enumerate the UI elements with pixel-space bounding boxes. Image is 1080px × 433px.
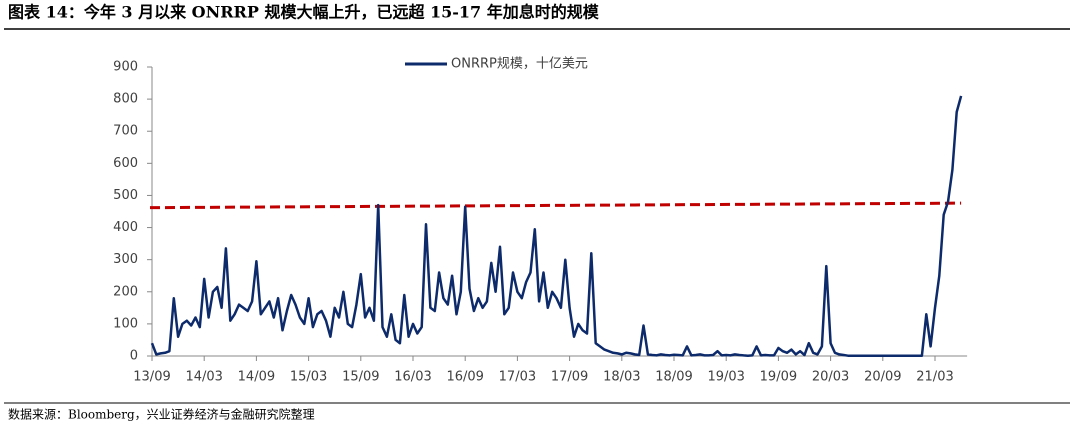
reference-line xyxy=(149,201,962,210)
chart-title: 图表 14：今年 3 月以来 ONRRP 规模大幅上升，已远超 15-17 年加… xyxy=(8,3,600,22)
data-line xyxy=(150,95,963,357)
y-tick-label: 500 xyxy=(113,188,138,203)
y-tick-label: 800 xyxy=(113,92,138,107)
y-tick-label: 100 xyxy=(113,316,138,331)
y-tick-label: 0 xyxy=(130,349,138,364)
x-tick-label: 17/03 xyxy=(499,370,536,385)
x-tick-label: 18/03 xyxy=(603,370,640,385)
x-tick-label: 18/09 xyxy=(655,370,692,385)
legend-label: ONRRP规模，十亿美元 xyxy=(451,57,588,72)
y-tick-label: 600 xyxy=(113,156,138,171)
x-tick-label: 20/03 xyxy=(812,370,849,385)
x-tick-label: 13/09 xyxy=(133,370,170,385)
y-tick-label: 400 xyxy=(113,220,138,235)
y-tick-label: 700 xyxy=(113,124,138,139)
x-tick-label: 16/09 xyxy=(446,370,483,385)
x-tick-label: 15/09 xyxy=(342,370,379,385)
x-tick-label: 17/09 xyxy=(551,370,588,385)
x-tick-label: 14/09 xyxy=(238,370,275,385)
y-tick-label: 200 xyxy=(113,284,138,299)
x-tick-label: 19/03 xyxy=(707,370,744,385)
x-tick-label: 19/09 xyxy=(760,370,797,385)
x-tick-label: 20/09 xyxy=(864,370,901,385)
x-tick-label: 16/03 xyxy=(394,370,431,385)
y-tick-label: 900 xyxy=(113,60,138,75)
x-tick-label: 14/03 xyxy=(185,370,222,385)
source-note: 数据来源：Bloomberg，兴业证券经济与金融研究院整理 xyxy=(8,407,315,422)
x-tick-label: 21/03 xyxy=(916,370,953,385)
x-tick-label: 15/03 xyxy=(290,370,327,385)
y-tick-label: 300 xyxy=(113,252,138,267)
